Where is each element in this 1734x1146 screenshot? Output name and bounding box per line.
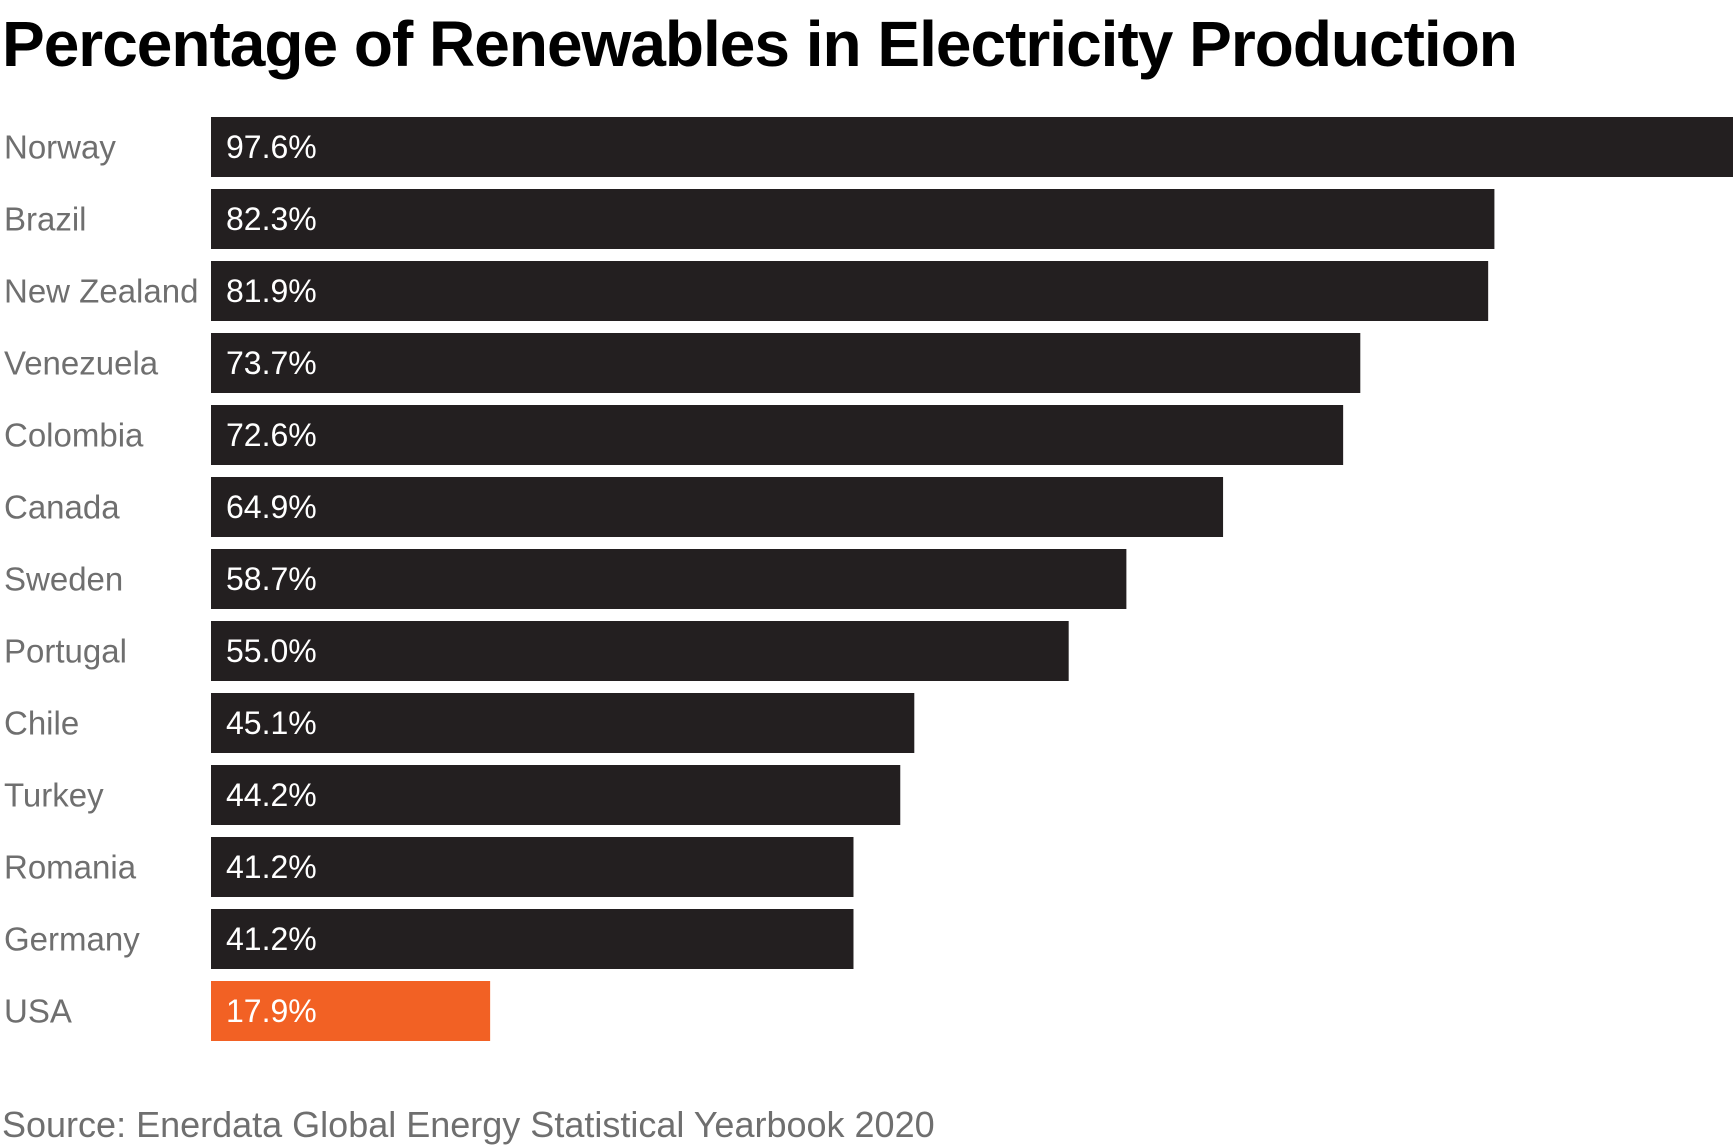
bar-turkey <box>211 765 901 825</box>
bar-sweden <box>211 549 1127 609</box>
value-label: 17.9% <box>226 993 317 1029</box>
bar-norway <box>211 117 1733 177</box>
bar-portugal <box>211 621 1069 681</box>
category-label: Chile <box>4 705 79 742</box>
bar-usa <box>211 981 491 1041</box>
category-label: Portugal <box>4 633 127 670</box>
category-label: Sweden <box>4 561 123 598</box>
value-label: 64.9% <box>226 489 317 525</box>
category-label: New Zealand <box>4 273 198 310</box>
value-label: 97.6% <box>226 129 317 165</box>
value-label: 41.2% <box>226 849 317 885</box>
value-label: 41.2% <box>226 921 317 957</box>
bar-brazil <box>211 189 1495 249</box>
bar-germany <box>211 909 854 969</box>
value-label: 81.9% <box>226 273 317 309</box>
value-label: 82.3% <box>226 201 317 237</box>
value-label: 45.1% <box>226 705 317 741</box>
bar-new-zealand <box>211 261 1489 321</box>
category-label: Colombia <box>4 417 144 454</box>
bar-canada <box>211 477 1224 537</box>
category-label: Brazil <box>4 201 87 238</box>
source-note: Source: Enerdata Global Energy Statistic… <box>2 1104 935 1145</box>
category-label: USA <box>4 993 72 1030</box>
value-label: 55.0% <box>226 633 317 669</box>
value-label: 72.6% <box>226 417 317 453</box>
value-label: 58.7% <box>226 561 317 597</box>
bar-venezuela <box>211 333 1361 393</box>
value-label: 73.7% <box>226 345 317 381</box>
bar-romania <box>211 837 854 897</box>
category-label: Romania <box>4 849 137 886</box>
category-label: Canada <box>4 489 120 526</box>
chart-title: Percentage of Renewables in Electricity … <box>2 8 1518 80</box>
value-label: 44.2% <box>226 777 317 813</box>
category-label: Norway <box>4 129 116 166</box>
bar-colombia <box>211 405 1344 465</box>
category-label: Venezuela <box>4 345 159 382</box>
category-label: Germany <box>4 921 140 958</box>
category-label: Turkey <box>4 777 104 814</box>
bar-chile <box>211 693 915 753</box>
